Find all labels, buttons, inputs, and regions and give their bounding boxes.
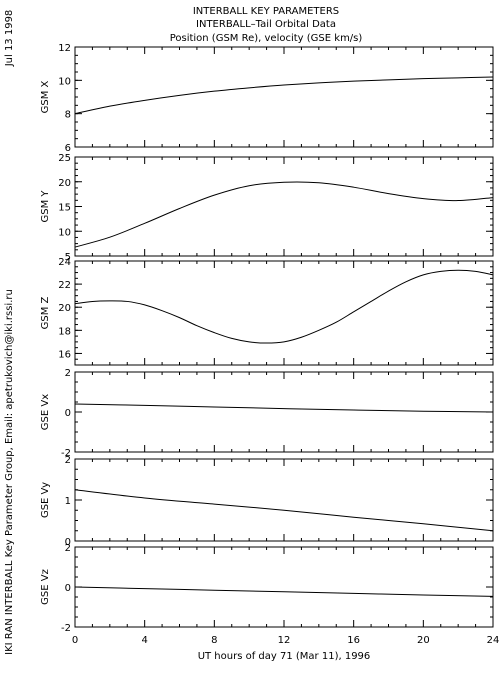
gsm-y-frame [74,156,494,257]
chart-title-line-2: INTERBALL–Tail Orbital Data [196,19,336,30]
gsm-z-y-axis-label: GSM Z [40,296,51,329]
gsm-x-y-tick-label: 6 [65,143,71,154]
gse-vx-frame [74,371,494,453]
gse-vy-frame [74,458,494,542]
gsm-x-y-tick-label: 12 [58,43,71,54]
gse-vz-y-axis-label: GSE Vz [40,569,51,605]
gse-vx-y-tick-label: 2 [65,368,71,379]
gse-vx-y-axis-label: GSE Vx [40,394,51,430]
gsm-x-series-line [74,76,494,115]
gsm-y-y-tick-label: 5 [65,252,71,263]
gse-vy-y-tick-label: 0 [65,537,71,548]
gsm-x-frame [74,46,494,148]
x-tick-label: 24 [487,635,500,646]
x-tick-label: 8 [211,635,217,646]
gse-vx-series-line [74,403,494,413]
chart-title-line-3: Position (GSM Re), velocity (GSE km/s) [170,33,363,44]
credit-line: IKI RAN INTERBALL Key Parameter Group, E… [4,289,15,655]
gsm-z-y-tick-label: 18 [58,326,71,337]
x-axis: 0 4 8 12 16 20 24 [72,635,500,646]
gse-vz-y-tick-label: 2 [65,543,71,554]
x-tick-label: 20 [417,635,430,646]
gse-vz-frame [74,546,494,628]
gse-vz-panel: -2 0 2 GSE Vz [40,543,494,634]
gse-vy-series-line [74,489,494,532]
gsm-z-frame [74,260,494,366]
gse-vx-y-tick-label: 0 [65,408,71,419]
gsm-y-y-axis-label: GSM Y [40,190,51,223]
gse-vz-y-tick-label: 0 [65,583,71,594]
gsm-y-panel: 5 10 15 20 25 GSM Y [40,153,494,263]
gsm-y-y-tick-label: 20 [58,178,71,189]
gse-vy-panel: 0 1 2 GSE Vy [40,455,494,548]
gsm-x-y-axis-label: GSM X [40,80,51,113]
gse-vy-y-axis-label: GSE Vy [40,482,51,518]
gse-vy-y-tick-label: 2 [65,455,71,466]
gsm-y-series-line [74,181,494,248]
x-tick-label: 12 [278,635,291,646]
gsm-z-y-tick-label: 22 [58,280,71,291]
gsm-x-y-tick-label: 10 [58,76,71,87]
gsm-x-panel: 6 8 10 12 GSM X [40,43,494,154]
gse-vx-y-tick-label: -2 [61,448,71,459]
chart-title-line-1: INTERBALL KEY PARAMETERS [193,6,339,17]
gse-vz-y-tick-label: -2 [61,623,71,634]
x-tick-label: 16 [347,635,360,646]
gsm-z-y-tick-label: 16 [58,349,71,360]
gsm-z-panel: 16 18 20 22 24 GSM Z [40,257,494,366]
x-axis-label: UT hours of day 71 (Mar 11), 1996 [198,651,371,662]
gsm-z-y-tick-label: 20 [58,303,71,314]
gsm-z-series-line [74,269,494,344]
gse-vx-panel: -2 0 2 GSE Vx [40,368,494,459]
gse-vy-y-tick-label: 1 [65,496,71,507]
gsm-x-y-tick-label: 8 [65,110,71,121]
gsm-y-y-tick-label: 10 [58,227,71,238]
gsm-y-y-tick-label: 15 [58,203,71,214]
gsm-y-y-tick-label: 25 [58,153,71,164]
x-tick-label: 4 [141,635,147,646]
x-tick-label: 0 [72,635,78,646]
gse-vz-series-line [74,586,494,597]
gsm-z-y-tick-label: 24 [58,257,71,268]
date-stamp: Jul 13 1998 [4,10,15,68]
